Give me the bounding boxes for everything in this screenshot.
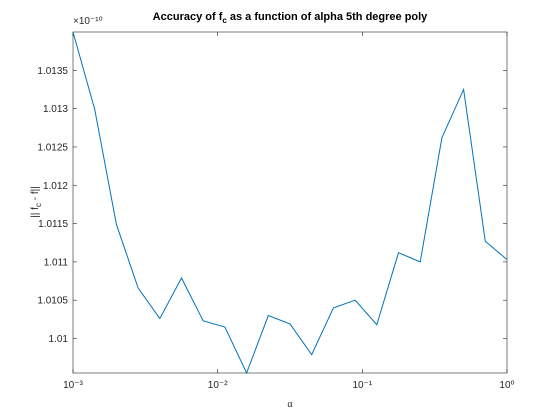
data-line <box>72 31 508 375</box>
y-label-subscript: c <box>34 203 43 207</box>
y-tick-label: 1.0135 <box>37 66 68 77</box>
y-axis-label: || fc - f|| <box>30 186 43 218</box>
chart-title: Accuracy of fc as a function of alpha 5t… <box>153 11 429 25</box>
x-tick-label: 10⁻¹ <box>352 380 372 391</box>
y-exponent: ×10⁻¹⁰ <box>73 16 103 27</box>
title-subscript: c <box>222 16 227 25</box>
y-tick-label: 1.0105 <box>37 296 68 307</box>
x-tick-label: 10⁻² <box>208 380 228 391</box>
y-tick-label: 1.013 <box>43 104 68 115</box>
y-tick-label: 1.01 <box>49 334 69 345</box>
axes-box <box>72 31 508 374</box>
x-tick-label: 10⁰ <box>499 380 514 391</box>
title-part: Accuracy of f <box>153 11 223 23</box>
y-tick-label: 1.012 <box>43 181 68 192</box>
x-tick-label: 10⁻³ <box>63 380 83 391</box>
y-tick-label: 1.011 <box>44 257 69 268</box>
x-axis-label: α <box>287 399 293 410</box>
title-part: as a function of alpha 5th degree poly <box>227 11 428 23</box>
y-label-part: || f <box>30 207 41 218</box>
y-label-part: - f|| <box>30 186 41 203</box>
y-tick-label: 1.0125 <box>37 142 68 153</box>
y-tick-label: 1.0115 <box>38 219 68 230</box>
